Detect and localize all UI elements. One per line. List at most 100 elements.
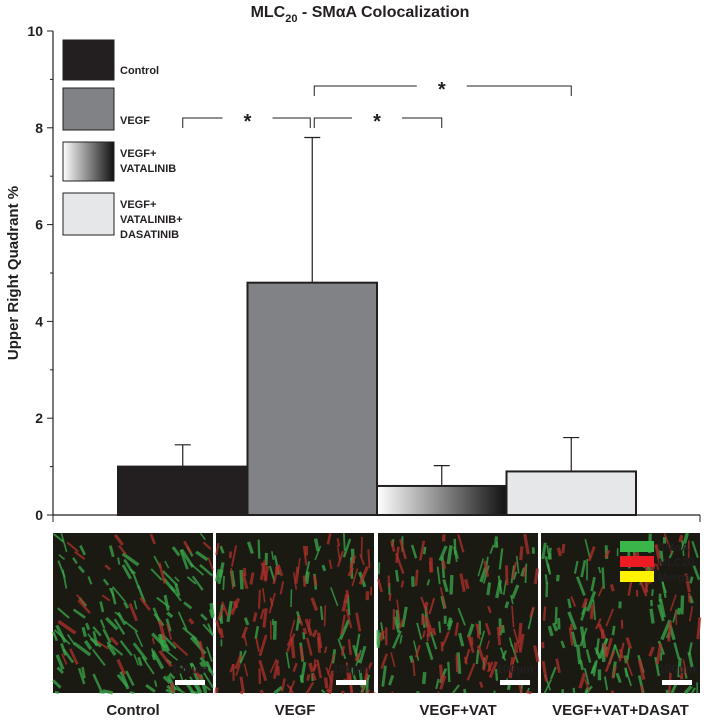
micrograph-texture	[179, 673, 184, 682]
micrograph-texture	[145, 683, 156, 693]
micrograph-texture	[175, 685, 182, 692]
micrograph-texture	[428, 597, 436, 615]
micrograph-texture	[77, 565, 86, 574]
title-part: MLC	[251, 4, 286, 21]
micrograph-texture	[513, 642, 519, 654]
micrograph-texture	[377, 579, 383, 593]
micrograph-texture	[543, 679, 552, 694]
micrograph-texture	[336, 538, 341, 547]
y-tick-label: 0	[35, 507, 43, 523]
micrograph-texture	[673, 642, 681, 660]
micrograph-texture	[290, 638, 296, 659]
micrograph-texture	[177, 611, 188, 631]
micrograph-texture	[259, 689, 264, 694]
title-subscript: 20	[285, 13, 297, 25]
micrograph-texture	[60, 533, 68, 553]
micrograph-texture	[99, 619, 106, 629]
micrograph-texture	[272, 620, 277, 640]
micrograph-texture	[162, 675, 172, 684]
micrograph-texture	[83, 639, 93, 651]
micrograph-texture	[390, 540, 396, 552]
micrograph-texture	[55, 654, 65, 670]
micrograph: 100µm	[51, 532, 215, 695]
micrograph-texture	[396, 599, 401, 622]
micrograph-texture	[219, 545, 225, 554]
micrograph-texture	[611, 625, 616, 636]
micrograph-texture	[343, 593, 349, 604]
micrograph-texture	[174, 576, 180, 583]
micrograph-texture	[87, 633, 98, 647]
micrograph-texture	[570, 596, 577, 607]
micrograph-texture	[239, 676, 245, 694]
scale-label: 100µm	[332, 662, 370, 676]
micrograph-texture	[85, 622, 91, 631]
legend-label: DASATINIB	[120, 229, 179, 241]
micrograph-texture	[72, 641, 92, 657]
micrograph-texture	[414, 569, 419, 587]
micrograph-texture	[149, 533, 156, 545]
micrograph-texture	[455, 654, 459, 673]
micrograph-texture	[69, 648, 79, 665]
micrograph-texture	[325, 688, 333, 695]
micrograph-texture	[273, 660, 280, 679]
micrograph-texture	[655, 643, 663, 665]
micrograph-texture	[354, 652, 361, 662]
micrograph-texture	[61, 653, 68, 665]
micrograph-texture	[486, 582, 492, 596]
micrograph-texture	[426, 624, 431, 638]
micrograph-texture	[199, 563, 214, 577]
micrograph-texture	[106, 643, 117, 657]
micrograph-texture	[192, 668, 203, 681]
micrograph-texture	[359, 554, 365, 566]
micrograph-texture	[113, 618, 126, 636]
micrograph-texture	[567, 611, 578, 631]
micrograph-texture	[517, 622, 523, 644]
micrograph-texture	[117, 557, 121, 565]
scale-label: 100µm	[171, 662, 209, 676]
micrograph-texture	[395, 609, 401, 629]
micrograph-texture	[358, 645, 367, 664]
micrograph-texture	[215, 619, 222, 635]
micrograph-texture	[414, 644, 421, 658]
micrograph-texture	[51, 679, 62, 689]
micrograph-texture	[310, 597, 319, 611]
micrograph-texture	[508, 657, 515, 679]
micrograph-texture	[254, 625, 260, 639]
micrograph-texture	[395, 546, 400, 563]
micrograph-texture	[327, 653, 336, 675]
micrograph-texture	[133, 600, 138, 610]
micrograph-texture	[229, 597, 241, 616]
micrograph-texture	[605, 608, 614, 627]
micrograph-texture	[171, 546, 181, 557]
micrograph-texture	[172, 641, 189, 657]
micrograph-texture	[132, 642, 148, 661]
micrograph-texture	[691, 540, 699, 559]
micrograph-texture	[252, 612, 258, 622]
micrograph-texture	[139, 596, 151, 611]
micrograph-texture	[454, 550, 459, 559]
micrograph-texture	[347, 567, 354, 577]
micrograph-texture	[654, 544, 662, 566]
micrograph-texture	[604, 651, 616, 673]
micrograph-texture	[438, 545, 448, 562]
micrograph-texture	[436, 566, 441, 585]
micrograph-texture	[183, 540, 192, 554]
micrograph-texture	[511, 605, 515, 628]
micrograph-texture	[441, 560, 447, 570]
micrograph-texture	[609, 583, 615, 592]
micrograph-texture	[199, 661, 207, 670]
micrograph-texture	[435, 678, 440, 690]
micrograph-texture	[510, 584, 520, 600]
micrograph-texture	[510, 594, 514, 605]
y-tick-label: 10	[27, 23, 43, 39]
legend-swatch	[62, 87, 115, 131]
micrograph-texture	[137, 656, 143, 667]
micrograph-texture	[426, 579, 431, 586]
micrograph-texture	[202, 671, 214, 689]
micrograph-texture	[475, 649, 480, 665]
micrograph-texture	[280, 678, 286, 692]
micrograph-texture	[487, 661, 492, 671]
micrograph-texture	[269, 658, 278, 674]
micrograph-texture	[355, 612, 362, 632]
micrograph-texture	[421, 671, 427, 685]
